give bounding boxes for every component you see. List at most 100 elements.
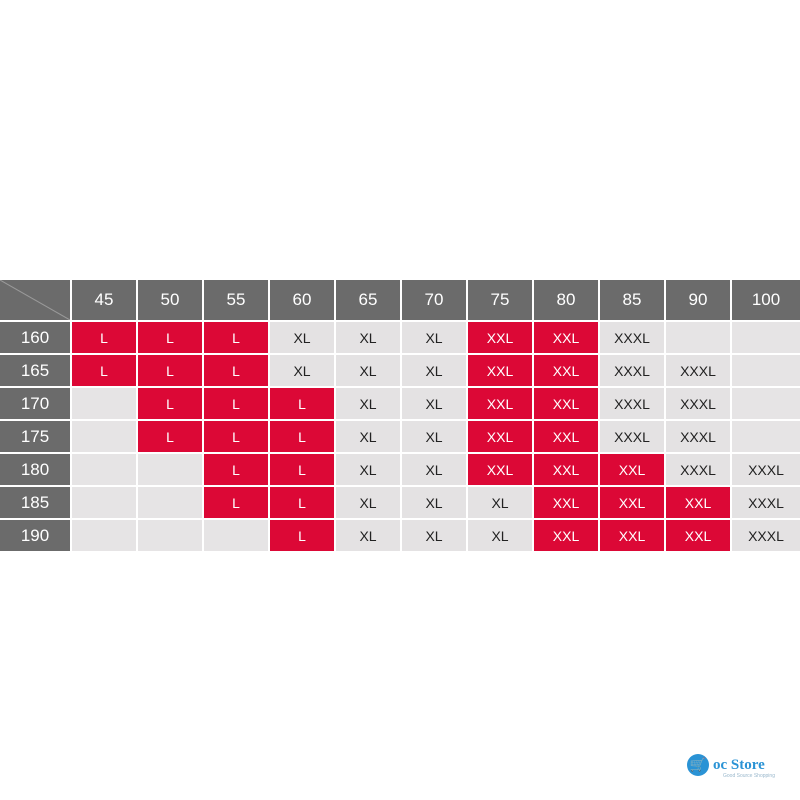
size-cell	[138, 454, 202, 485]
weight-header-60: 60	[270, 280, 334, 320]
size-cell: XXXL	[732, 454, 800, 485]
size-cell	[72, 487, 136, 518]
size-cell: XXXL	[732, 487, 800, 518]
size-cell: XL	[468, 520, 532, 551]
size-cell	[72, 454, 136, 485]
size-cell: XL	[336, 388, 400, 419]
size-cell: XXXL	[600, 322, 664, 353]
size-cell: XXXL	[666, 355, 730, 386]
size-cell: XXXL	[732, 520, 800, 551]
size-cell: XXL	[468, 454, 532, 485]
size-cell: XL	[336, 454, 400, 485]
size-cell: L	[204, 454, 268, 485]
size-cell: XL	[402, 487, 466, 518]
height-header-175: 175	[0, 421, 70, 452]
size-cell: L	[204, 421, 268, 452]
size-cell: XXL	[468, 355, 532, 386]
size-cell: XXL	[534, 487, 598, 518]
size-cell	[732, 388, 800, 419]
size-cell: XL	[336, 322, 400, 353]
size-cell: XL	[402, 322, 466, 353]
size-cell: L	[270, 421, 334, 452]
size-cell: XL	[336, 421, 400, 452]
size-cell: L	[138, 355, 202, 386]
size-cell: XXL	[534, 388, 598, 419]
size-cell: XXXL	[600, 421, 664, 452]
size-cell: XXL	[666, 520, 730, 551]
size-cell: L	[138, 421, 202, 452]
size-cell: XXL	[534, 421, 598, 452]
logo-name: oc Store	[713, 757, 765, 773]
size-cell: XXL	[468, 388, 532, 419]
size-cell: XL	[402, 421, 466, 452]
size-chart-table: 45 50 55 60 65 70 75 80 85 90 100 160 L L L XL XL XL XXL XX…	[0, 280, 800, 556]
size-cell: XXXL	[666, 454, 730, 485]
size-cell: L	[204, 388, 268, 419]
size-cell: L	[270, 520, 334, 551]
height-header-190: 190	[0, 520, 70, 551]
size-cell: XXXL	[666, 388, 730, 419]
weight-header-65: 65	[336, 280, 400, 320]
size-cell: XL	[336, 520, 400, 551]
size-cell: XL	[402, 520, 466, 551]
weight-header-50: 50	[138, 280, 202, 320]
size-cell: L	[204, 355, 268, 386]
store-logo: 🛒 oc Store Good Source Shopping	[687, 754, 797, 784]
size-cell: XXXL	[600, 355, 664, 386]
size-cell: XXL	[468, 421, 532, 452]
size-cell: XXL	[534, 520, 598, 551]
corner-header-cell	[0, 280, 70, 320]
shopping-cart-icon: 🛒	[687, 754, 709, 776]
size-cell: XL	[336, 355, 400, 386]
height-header-165: 165	[0, 355, 70, 386]
size-cell	[732, 355, 800, 386]
logo-tagline: Good Source Shopping	[723, 773, 775, 779]
diagonal-divider-icon	[0, 280, 70, 320]
size-cell	[204, 520, 268, 551]
size-cell: XXXL	[600, 388, 664, 419]
size-cell: L	[138, 322, 202, 353]
weight-header-45: 45	[72, 280, 136, 320]
weight-header-55: 55	[204, 280, 268, 320]
size-cell: XXL	[666, 487, 730, 518]
size-cell: XL	[270, 322, 334, 353]
size-cell	[72, 520, 136, 551]
size-cell: L	[204, 322, 268, 353]
weight-header-70: 70	[402, 280, 466, 320]
size-cell	[732, 322, 800, 353]
size-cell: L	[138, 388, 202, 419]
weight-header-90: 90	[666, 280, 730, 320]
size-cell: L	[204, 487, 268, 518]
size-cell	[138, 487, 202, 518]
size-cell: XL	[468, 487, 532, 518]
size-cell: XXL	[600, 454, 664, 485]
size-cell: L	[72, 322, 136, 353]
size-cell: XL	[270, 355, 334, 386]
size-cell	[666, 322, 730, 353]
size-cell: XXXL	[666, 421, 730, 452]
size-cell: XXL	[600, 520, 664, 551]
weight-header-75: 75	[468, 280, 532, 320]
size-cell: XXL	[468, 322, 532, 353]
weight-header-100: 100	[732, 280, 800, 320]
size-cell: L	[270, 454, 334, 485]
size-cell: L	[72, 355, 136, 386]
size-cell: XXL	[600, 487, 664, 518]
size-cell: XL	[402, 388, 466, 419]
height-header-180: 180	[0, 454, 70, 485]
size-cell: XXL	[534, 322, 598, 353]
height-header-170: 170	[0, 388, 70, 419]
size-cell	[72, 421, 136, 452]
weight-header-85: 85	[600, 280, 664, 320]
size-cell	[732, 421, 800, 452]
height-header-185: 185	[0, 487, 70, 518]
size-cell	[72, 388, 136, 419]
size-cell: XXL	[534, 355, 598, 386]
size-cell: XXL	[534, 454, 598, 485]
size-cell: XL	[402, 355, 466, 386]
height-header-160: 160	[0, 322, 70, 353]
size-cell: XL	[336, 487, 400, 518]
size-cell: L	[270, 487, 334, 518]
weight-header-80: 80	[534, 280, 598, 320]
size-cell: L	[270, 388, 334, 419]
